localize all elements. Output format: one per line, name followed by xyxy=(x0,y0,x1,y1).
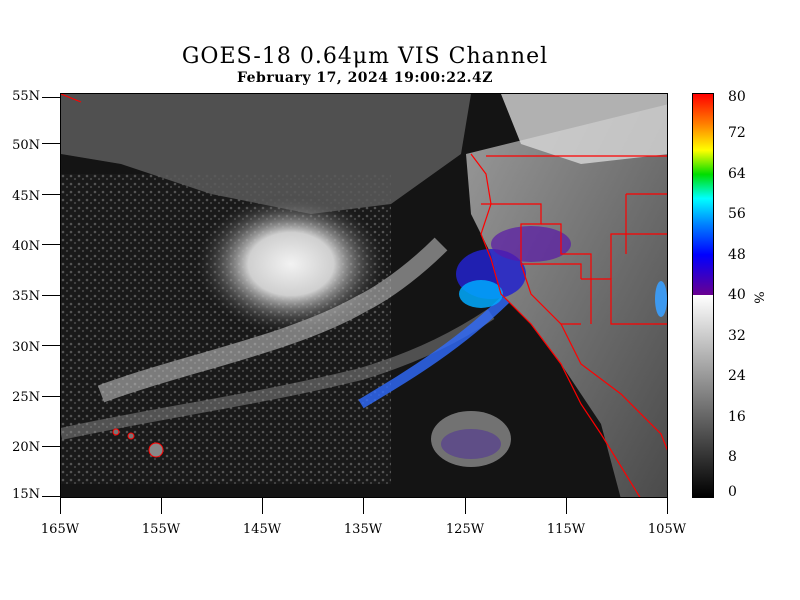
lon-label-115w: 115W xyxy=(546,522,586,537)
lon-label-135w: 135W xyxy=(343,522,383,537)
colorbar-label-48: 48 xyxy=(728,247,746,263)
lat-tick xyxy=(42,143,60,144)
lon-tick xyxy=(667,498,668,514)
lat-label-25n: 25N xyxy=(12,390,40,405)
lon-label-165w: 165W xyxy=(40,522,80,537)
lat-label-30n: 30N xyxy=(12,340,40,355)
lat-label-20n: 20N xyxy=(12,440,40,455)
timestamp-subtitle: February 17, 2024 19:00:22.4Z xyxy=(236,70,494,86)
colorbar-gray-segment xyxy=(693,295,713,497)
lon-label-155w: 155W xyxy=(141,522,181,537)
lon-tick xyxy=(465,498,466,514)
lon-label-125w: 125W xyxy=(445,522,485,537)
north-america-landmass xyxy=(466,104,667,497)
lon-tick xyxy=(363,498,364,514)
lon-label-105w: 105W xyxy=(647,522,687,537)
northern-cloud-deck xyxy=(61,94,471,214)
chart-title: GOES-18 0.64μm VIS Channel xyxy=(181,44,549,69)
lat-label-45n: 45N xyxy=(12,189,40,204)
colorbar-label-0: 0 xyxy=(728,484,737,500)
storm-system xyxy=(196,194,386,334)
lat-tick xyxy=(42,97,60,98)
lat-label-50n: 50N xyxy=(12,138,40,153)
colorbar xyxy=(692,93,714,498)
colorbar-label-64: 64 xyxy=(728,166,746,182)
colorbar-color-segment xyxy=(693,94,713,295)
lat-tick xyxy=(42,396,60,397)
lat-label-55n: 55N xyxy=(12,89,40,104)
lon-label-145w: 145W xyxy=(242,522,282,537)
colorbar-label-72: 72 xyxy=(728,125,746,141)
lat-tick xyxy=(42,194,60,195)
colorbar-label-16: 16 xyxy=(728,409,746,425)
colorbar-label-80: 80 xyxy=(728,89,746,105)
lat-tick xyxy=(42,345,60,346)
lat-label-35n: 35N xyxy=(12,289,40,304)
colorbar-label-56: 56 xyxy=(728,206,746,222)
lat-label-15n: 15N xyxy=(12,487,40,502)
lon-tick xyxy=(161,498,162,514)
lat-tick xyxy=(42,295,60,296)
lat-tick xyxy=(42,244,60,245)
cloud-band xyxy=(97,237,448,403)
colorbar-unit: % xyxy=(750,291,766,304)
lon-tick xyxy=(566,498,567,514)
colorbar-label-32: 32 xyxy=(728,328,746,344)
atmospheric-river-band xyxy=(358,290,515,409)
lon-tick xyxy=(262,498,263,514)
colorbar-label-8: 8 xyxy=(728,449,737,465)
satellite-image xyxy=(60,93,668,498)
political-boundaries xyxy=(61,94,667,497)
lat-tick xyxy=(42,446,60,447)
lat-tick xyxy=(42,496,60,497)
colorbar-label-24: 24 xyxy=(728,368,746,384)
colorbar-label-40: 40 xyxy=(728,287,746,303)
lat-label-40n: 40N xyxy=(12,239,40,254)
lon-tick xyxy=(60,498,61,514)
